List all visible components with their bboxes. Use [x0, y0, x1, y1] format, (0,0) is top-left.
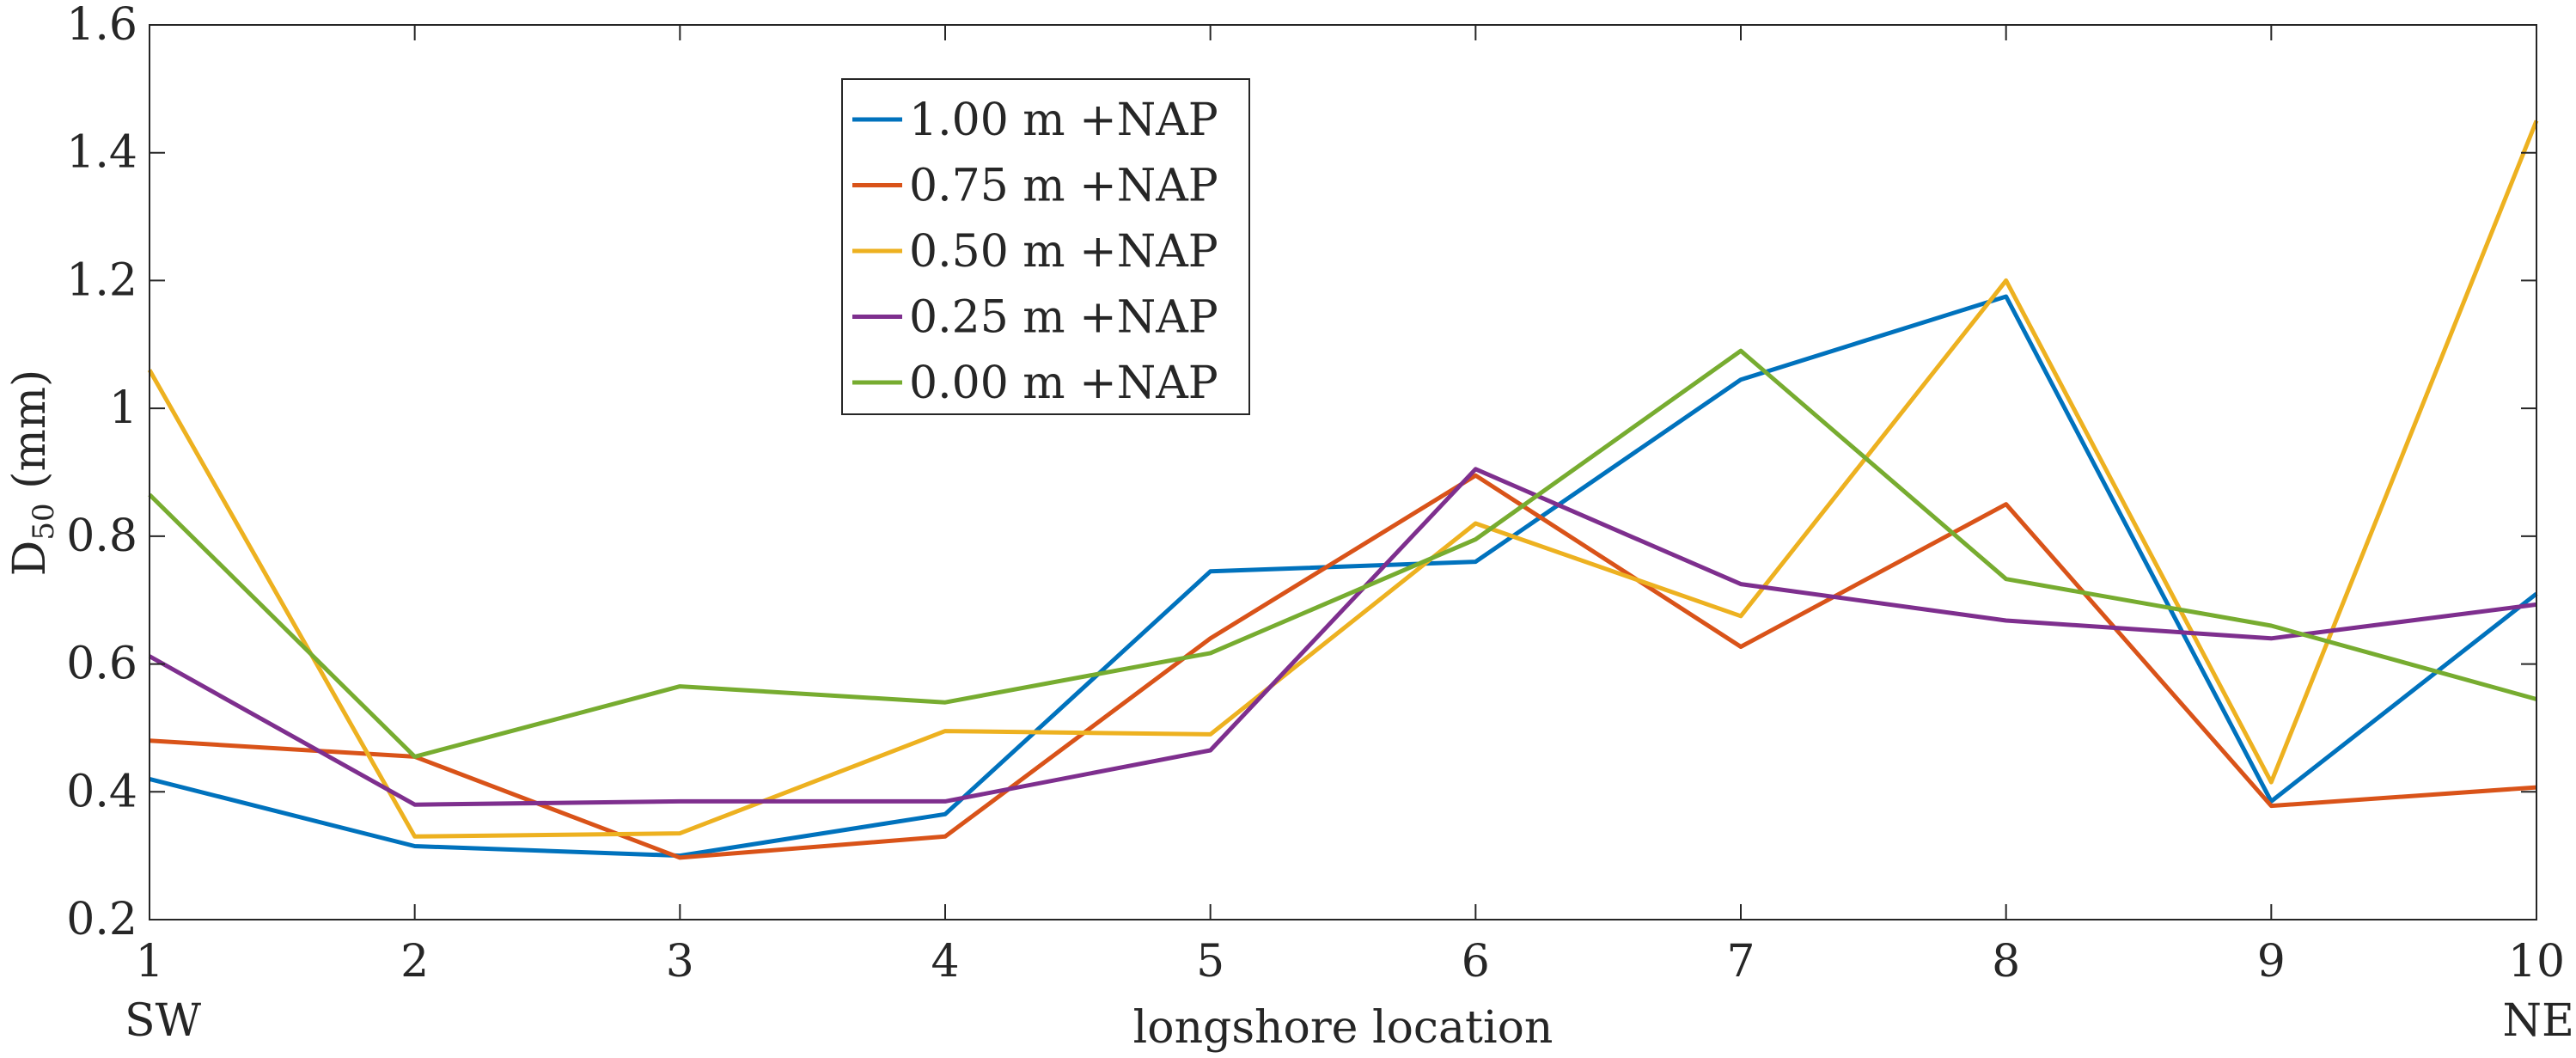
- x-tick-label: 6: [1462, 936, 1490, 988]
- x-end-label-left: SW: [125, 995, 202, 1047]
- y-tick-label: 1.4: [66, 127, 137, 179]
- y-axis-label-subscript: 50: [27, 503, 61, 540]
- y-axis-label-main: D: [4, 541, 56, 577]
- legend-item: 0.75 m +NAP: [852, 161, 1218, 212]
- x-tick-label: 7: [1726, 936, 1755, 988]
- y-tick-label: 0.2: [66, 894, 137, 945]
- legend-label: 0.00 m +NAP: [909, 358, 1218, 409]
- y-tick-label: 1.2: [66, 254, 137, 306]
- y-axis-label-unit: (mm): [4, 370, 56, 504]
- x-tick-label: 5: [1196, 936, 1224, 988]
- legend-label: 0.75 m +NAP: [909, 161, 1218, 212]
- x-tick-label: 4: [931, 936, 959, 988]
- legend-item: 0.50 m +NAP: [852, 226, 1218, 278]
- x-end-label-right: NE: [2503, 995, 2574, 1047]
- x-tick-label: 8: [1992, 936, 2020, 988]
- series-layer: [147, 119, 2539, 860]
- x-tick-label: 9: [2257, 936, 2286, 988]
- series-line-4: [148, 467, 2537, 807]
- x-tick-label: 2: [400, 936, 429, 988]
- series-line-5: [148, 348, 2537, 759]
- x-tick-label: 1: [135, 936, 163, 988]
- y-tick-label: 1: [109, 382, 137, 434]
- legend: 1.00 m +NAP 0.75 m +NAP 0.50 m +NAP 0.25 m …: [841, 78, 1250, 415]
- legend-item: 0.25 m +NAP: [852, 292, 1218, 344]
- series-line-3: [147, 119, 2539, 839]
- series-line-2: [149, 473, 2537, 860]
- ticks-layer: 1 2 3 4 5 6 7 8 9 10 0.2 0.4 0.6 0.8 1 1.2 1.4 1.6: [66, 0, 2565, 988]
- y-tick-label: 0.8: [66, 511, 137, 562]
- axes-box: [149, 24, 2537, 920]
- legend-label: 0.50 m +NAP: [909, 226, 1218, 278]
- legend-label: 0.25 m +NAP: [909, 292, 1218, 344]
- y-axis-label: D50 (mm): [4, 370, 61, 577]
- x-axis-label: longshore location: [1133, 1002, 1554, 1054]
- legend-box: [841, 78, 1250, 415]
- x-tick-label: 3: [666, 936, 694, 988]
- series-line-1: [149, 294, 2538, 859]
- y-tick-label: 0.4: [66, 766, 137, 817]
- y-tick-label: 1.6: [66, 0, 137, 51]
- legend-item: 1.00 m +NAP: [852, 95, 1218, 146]
- y-tick-label: 0.6: [66, 639, 137, 690]
- legend-item: 0.00 m +NAP: [852, 358, 1218, 409]
- x-tick-label: 10: [2508, 936, 2565, 988]
- legend-label: 1.00 m +NAP: [909, 95, 1218, 146]
